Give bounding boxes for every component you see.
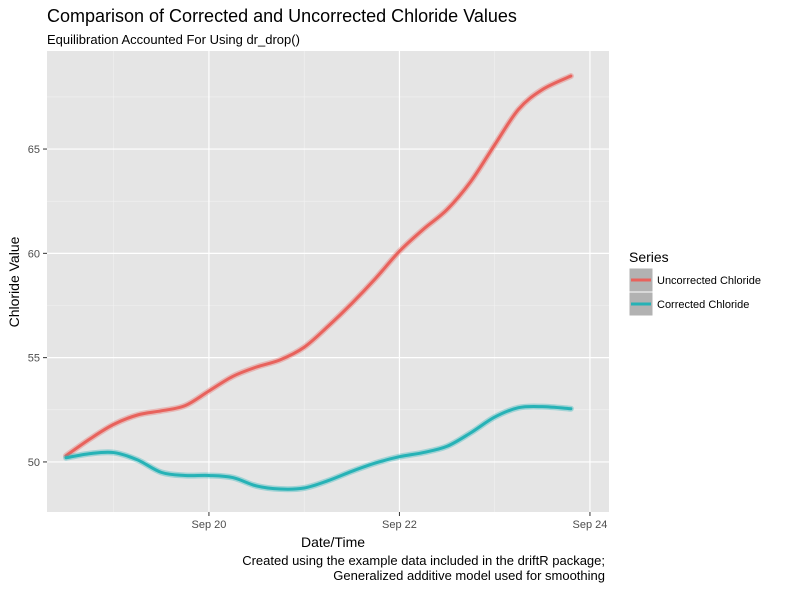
y-tick-label: 55 [28,353,40,365]
y-tick-label: 65 [28,144,40,156]
series-corrected [63,403,574,493]
y-tick-label: 60 [28,248,40,260]
grid-lines [47,51,609,512]
legend-item: Uncorrected Chloride [628,267,761,293]
legend-title: Series [629,249,669,265]
legend: Series Uncorrected Chloride Corrected Chl… [628,249,761,317]
x-tick-label: Sep 24 [573,519,608,531]
chart-title: Comparison of Corrected and Uncorrected … [47,6,517,26]
plot-panel [47,51,609,512]
x-axis: Sep 20 Sep 22 Sep 24 [191,512,607,531]
series-layer [63,73,574,493]
y-axis: 50 55 60 65 [28,144,47,469]
x-tick-label: Sep 20 [191,519,226,531]
caption-line-2: Generalized additive model used for smoo… [333,568,605,583]
chart-subtitle: Equilibration Accounted For Using dr_dro… [47,32,300,47]
y-axis-title: Chloride Value [6,236,22,327]
legend-label: Uncorrected Chloride [657,275,761,287]
series-line [64,74,573,458]
x-tick-label: Sep 22 [382,519,417,531]
x-axis-title: Date/Time [301,534,365,550]
y-tick-label: 50 [28,457,40,469]
caption-line-1: Created using the example data included … [242,553,605,568]
series-line [64,404,573,491]
legend-label: Corrected Chloride [657,299,749,311]
series-uncorrected [63,73,574,459]
legend-item: Corrected Chloride [628,291,749,317]
